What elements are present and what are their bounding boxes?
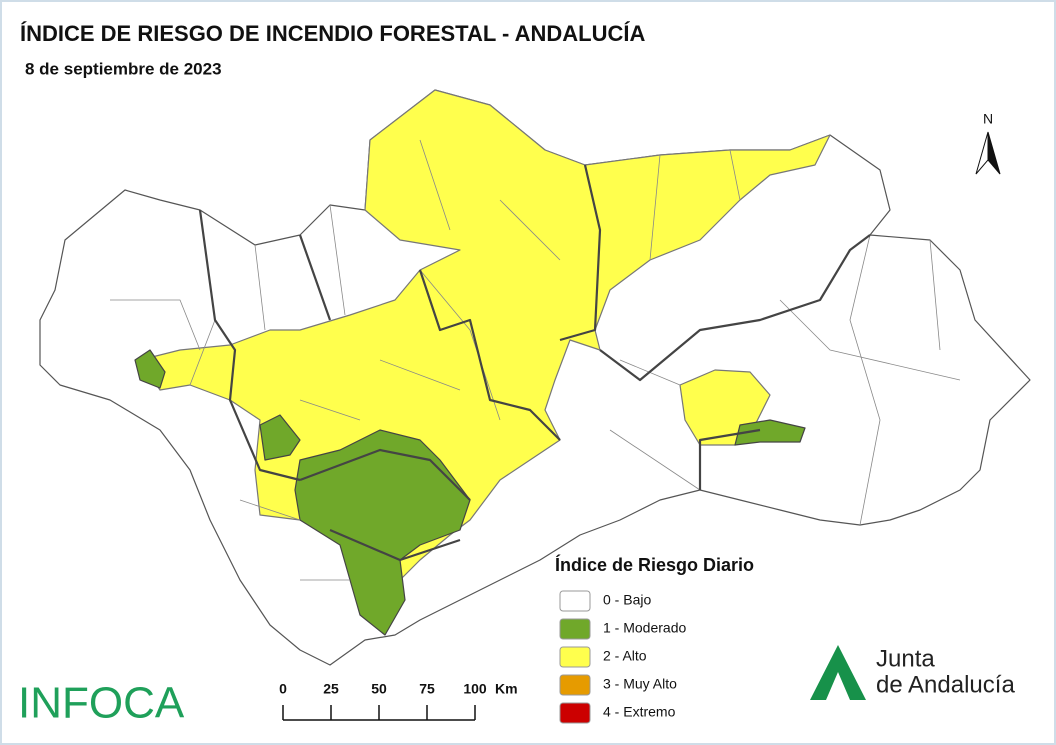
scale-label: 25 [323, 681, 339, 697]
scale-bar: 0 25 50 75 100 Km [279, 681, 518, 721]
scale-label: 75 [419, 681, 435, 697]
junta-mark [810, 645, 866, 700]
scale-label: 100 [463, 681, 487, 697]
legend-swatch [559, 702, 591, 724]
north-arrow: N [975, 111, 1001, 175]
legend-label: 1 - Moderado [603, 620, 686, 636]
legend-swatch [559, 590, 591, 612]
scale-label: 50 [371, 681, 387, 697]
legend-label: 4 - Extremo [603, 704, 676, 720]
zone-moderado [259, 414, 301, 461]
junta-text: Junta [876, 645, 935, 672]
junta-logo: Junta de Andalucía [810, 645, 1015, 700]
infoca-logo: INFOCA [18, 679, 185, 728]
scale-label: 0 [279, 681, 287, 697]
scale-unit: Km [495, 681, 518, 697]
legend-label: 2 - Alto [603, 648, 647, 664]
map [39, 89, 1031, 666]
province-borders [198, 164, 871, 562]
legend: 0 - Bajo 1 - Moderado 2 - Alto 3 - Muy Alto… [559, 590, 686, 724]
legend-label: 0 - Bajo [603, 592, 651, 608]
arrow-right [987, 131, 1001, 175]
title: ÍNDICE DE RIESGO DE INCENDIO FORESTAL - … [20, 21, 646, 46]
legend-title: Índice de Riesgo Diario [555, 554, 754, 575]
legend-swatch [559, 618, 591, 640]
north-label: N [983, 111, 993, 127]
legend-swatch [559, 674, 591, 696]
legend-label: 3 - Muy Alto [603, 676, 677, 692]
legend-swatch [559, 646, 591, 668]
zone-moderado [734, 419, 806, 446]
subtitle: 8 de septiembre de 2023 [25, 59, 222, 78]
zone-moderado [134, 349, 166, 389]
junta-text: de Andalucía [876, 671, 1015, 698]
